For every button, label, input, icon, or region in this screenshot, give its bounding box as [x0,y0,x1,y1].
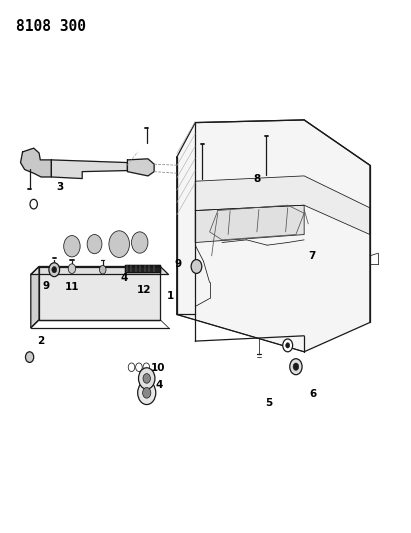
Circle shape [136,363,142,372]
Polygon shape [39,266,160,320]
Polygon shape [195,205,304,243]
Circle shape [138,381,156,405]
Polygon shape [31,266,169,274]
Circle shape [30,199,37,209]
Text: 5: 5 [266,399,273,408]
Text: 4: 4 [120,273,128,283]
Circle shape [191,260,202,273]
Circle shape [290,359,302,375]
Circle shape [143,374,150,383]
Circle shape [52,266,57,273]
Text: 6: 6 [309,390,317,399]
Circle shape [283,339,293,352]
Circle shape [143,387,151,398]
Circle shape [64,236,80,257]
Polygon shape [125,265,160,272]
Text: 9: 9 [174,259,182,269]
Circle shape [87,235,102,254]
Text: 11: 11 [65,282,79,292]
Circle shape [143,363,150,372]
Polygon shape [210,205,304,240]
Text: 3: 3 [56,182,63,191]
Text: 1: 1 [167,291,174,301]
Circle shape [139,368,155,389]
Text: 9: 9 [42,281,50,291]
Text: 7: 7 [308,251,315,261]
Circle shape [68,264,76,273]
Circle shape [109,231,129,257]
Circle shape [49,263,60,277]
Polygon shape [127,159,154,176]
Polygon shape [177,120,370,352]
Circle shape [286,343,290,348]
Circle shape [128,363,135,372]
Text: 4: 4 [155,380,163,390]
Circle shape [293,363,299,370]
Text: 8108 300: 8108 300 [16,19,86,34]
Text: 12: 12 [136,286,151,295]
Text: 10: 10 [151,363,166,373]
Polygon shape [195,176,370,235]
Polygon shape [21,148,51,177]
Text: 8: 8 [253,174,261,183]
Circle shape [132,232,148,253]
Circle shape [25,352,34,362]
Polygon shape [51,160,127,179]
Circle shape [99,265,106,274]
Polygon shape [31,266,39,328]
Text: 2: 2 [37,336,45,346]
